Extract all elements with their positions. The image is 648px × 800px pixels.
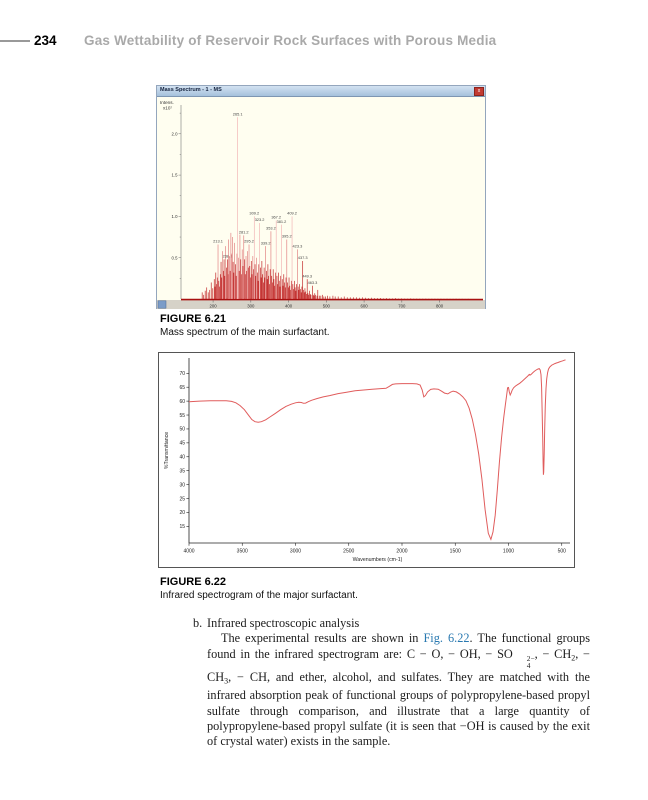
svg-text:x10⁷: x10⁷ — [163, 105, 172, 110]
svg-text:0.5: 0.5 — [172, 255, 179, 260]
svg-text:395.2: 395.2 — [282, 234, 292, 239]
svg-text:1000: 1000 — [503, 549, 514, 555]
svg-text:463.3: 463.3 — [308, 280, 318, 285]
svg-text:3500: 3500 — [237, 549, 248, 555]
mass-spectrum-chart: 0.5 1.0 1.5 2.0 Intens.x10⁷ 200 300 400 500 600 70… — [157, 97, 485, 309]
body-section: b. Infrared spectroscopic analysis The e… — [193, 616, 590, 762]
svg-text:Intens.: Intens. — [160, 100, 174, 105]
body-paragraph: The experimental results are shown in Fi… — [207, 631, 590, 749]
svg-text:2.0: 2.0 — [172, 131, 179, 136]
svg-text:70: 70 — [179, 371, 185, 377]
mass-spectrum-titlebar: Mass Spectrum - 1 - MS x — [157, 86, 485, 97]
svg-text:200: 200 — [210, 303, 218, 308]
svg-text:381.2: 381.2 — [277, 219, 287, 224]
infrared-chart-box: 15 20 25 30 35 40 45 50 55 60 65 70 4000 3500 3000 2500… — [158, 352, 575, 568]
svg-text:1.5: 1.5 — [172, 173, 179, 178]
figure-6-21-caption: Mass spectrum of the main surfactant. — [160, 327, 330, 338]
svg-text:500: 500 — [558, 549, 567, 555]
svg-text:25: 25 — [179, 496, 185, 502]
svg-text:55: 55 — [179, 413, 185, 419]
svg-text:213.1: 213.1 — [213, 239, 223, 244]
list-item-b: b. Infrared spectroscopic analysis — [193, 616, 590, 631]
svg-text:281.2: 281.2 — [239, 230, 249, 235]
svg-text:367.2: 367.2 — [271, 215, 281, 220]
svg-text:295.2: 295.2 — [244, 239, 254, 244]
svg-text:300: 300 — [247, 303, 255, 308]
svg-text:45: 45 — [179, 441, 185, 447]
figure-6-21-label: FIGURE 6.21 — [160, 313, 227, 325]
infrared-chart: 15 20 25 30 35 40 45 50 55 60 65 70 4000 3500 3000 2500… — [159, 353, 574, 567]
svg-text:437.3: 437.3 — [298, 255, 308, 260]
svg-text:1.0: 1.0 — [172, 214, 179, 219]
list-marker: b. — [193, 616, 203, 630]
svg-text:238.1: 238.1 — [223, 254, 233, 259]
mass-spectrum-window-title: Mass Spectrum - 1 - MS — [160, 87, 222, 93]
section-heading: Infrared spectroscopic analysis — [207, 616, 360, 630]
svg-text:1500: 1500 — [450, 549, 461, 555]
svg-text:40: 40 — [179, 455, 185, 461]
svg-text:265.1: 265.1 — [233, 112, 243, 117]
svg-text:15: 15 — [179, 524, 185, 530]
svg-text:500: 500 — [323, 303, 331, 308]
svg-text:309.2: 309.2 — [249, 211, 259, 216]
svg-text:Wavenumbers (cm-1): Wavenumbers (cm-1) — [353, 557, 403, 563]
svg-text:35: 35 — [179, 468, 185, 474]
svg-text:30: 30 — [179, 482, 185, 488]
fig-622-link[interactable]: Fig. 6.22 — [423, 631, 470, 646]
figure-6-22-label: FIGURE 6.22 — [160, 576, 227, 588]
svg-text:449.3: 449.3 — [302, 273, 312, 278]
figure-6-22-caption: Infrared spectrogram of the major surfac… — [160, 590, 358, 601]
svg-text:2000: 2000 — [396, 549, 407, 555]
svg-text:%Transmittance: %Transmittance — [164, 432, 170, 469]
svg-text:50: 50 — [179, 427, 185, 433]
page-number: 234 — [34, 33, 57, 48]
svg-text:700: 700 — [398, 303, 406, 308]
svg-text:339.2: 339.2 — [261, 240, 271, 245]
svg-text:2500: 2500 — [343, 549, 354, 555]
svg-text:400: 400 — [285, 303, 293, 308]
svg-text:423.3: 423.3 — [293, 244, 303, 249]
svg-text:4000: 4000 — [183, 549, 194, 555]
header-rule — [0, 40, 30, 42]
svg-text:65: 65 — [179, 385, 185, 391]
mass-spectrum-window: Mass Spectrum - 1 - MS x 0.5 1.0 1.5 2.0 Int… — [156, 85, 486, 309]
svg-text:323.2: 323.2 — [255, 217, 265, 222]
close-icon: x — [474, 87, 484, 96]
svg-text:409.2: 409.2 — [287, 211, 297, 216]
svg-text:600: 600 — [361, 303, 369, 308]
svg-text:800: 800 — [436, 303, 444, 308]
svg-text:20: 20 — [179, 510, 185, 516]
svg-text:60: 60 — [179, 399, 185, 405]
running-title: Gas Wettability of Reservoir Rock Surfac… — [84, 33, 497, 48]
svg-text:3000: 3000 — [290, 549, 301, 555]
svg-text:353.2: 353.2 — [266, 226, 276, 231]
